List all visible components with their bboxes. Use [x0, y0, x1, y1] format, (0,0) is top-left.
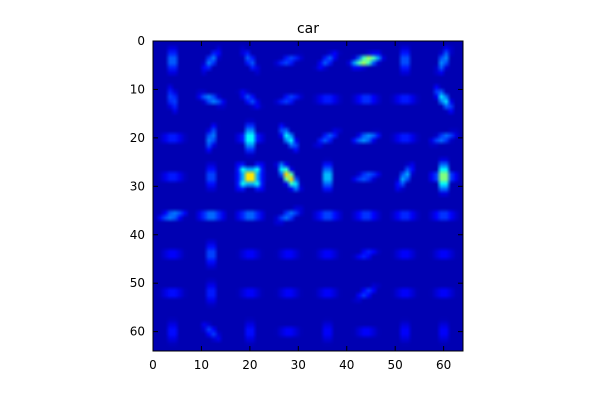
x-tick-label: 0 [149, 358, 157, 372]
x-tick-label: 40 [339, 358, 354, 372]
axes-frame [152, 40, 464, 352]
x-tick-label: 20 [242, 358, 257, 372]
y-axis: 0 10 20 30 40 50 60 [130, 34, 463, 339]
y-tick-label: 60 [130, 325, 145, 339]
x-tick-label: 50 [388, 358, 403, 372]
plot-area [152, 40, 464, 352]
y-tick-label: 10 [130, 82, 145, 96]
y-tick-label: 20 [130, 131, 145, 145]
x-tick-label: 10 [194, 358, 209, 372]
x-tick-label: 30 [291, 358, 306, 372]
y-tick-label: 30 [130, 179, 145, 193]
x-axis: 0 10 20 30 40 50 60 [149, 41, 451, 372]
y-tick-label: 50 [130, 276, 145, 290]
y-tick-label: 40 [130, 228, 145, 242]
chart-title: car [297, 21, 319, 37]
heatmap-image [153, 41, 463, 351]
x-tick-label: 60 [436, 358, 451, 372]
y-tick-label: 0 [137, 34, 145, 48]
